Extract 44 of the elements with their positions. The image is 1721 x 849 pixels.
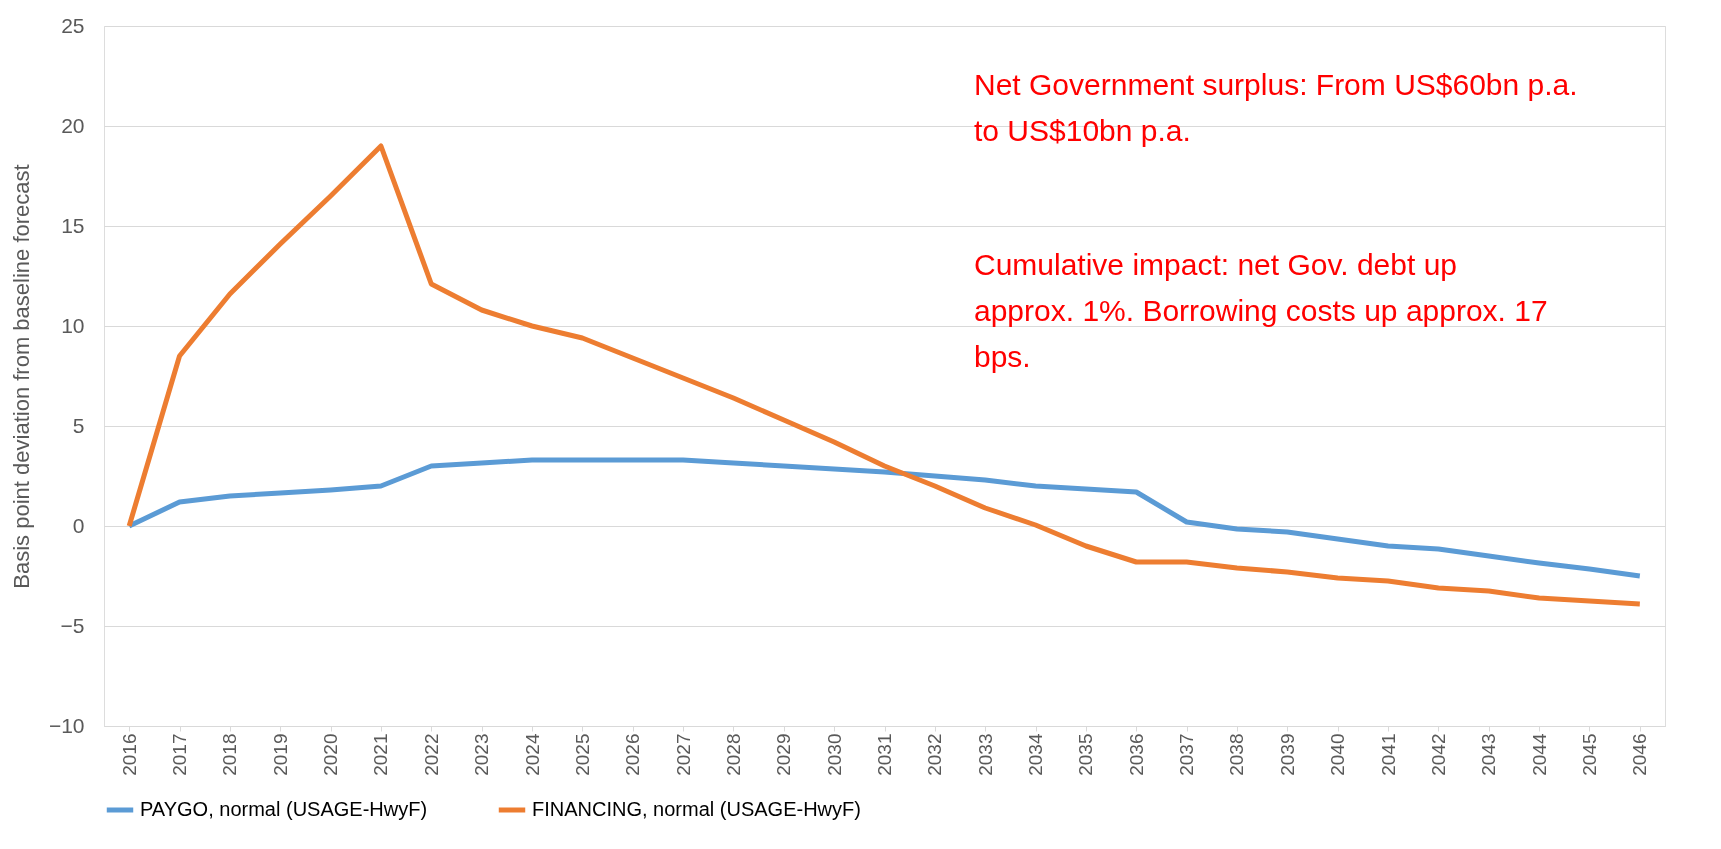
x-tick-label: 2040: [1327, 733, 1349, 776]
x-tick-label: 2019: [269, 733, 291, 776]
x-tick-label: 2023: [471, 733, 493, 776]
x-tick-label: 2017: [169, 733, 191, 776]
x-tick-label: 2020: [320, 733, 342, 776]
x-tick-label: 2046: [1629, 733, 1651, 776]
y-tick-label: −10: [48, 713, 85, 737]
x-tick-label: 2024: [521, 733, 543, 776]
x-tick-label: 2028: [722, 733, 744, 776]
x-tick-label: 2033: [974, 733, 996, 776]
y-axis-title: Basis point deviation from baseline forecast: [8, 164, 34, 589]
x-tick-label: 2044: [1528, 733, 1550, 776]
x-tick-label: 2042: [1427, 733, 1449, 776]
y-tick-label: 15: [61, 213, 85, 237]
x-tick-label: 2027: [672, 733, 694, 776]
x-tick-label: 2021: [370, 733, 392, 776]
x-tick-label: 2018: [219, 733, 241, 776]
x-tick-label: 2016: [118, 733, 140, 776]
x-tick-label: 2031: [874, 733, 895, 776]
x-tick-label: 2038: [1226, 733, 1248, 776]
x-tick-label: 2034: [1025, 733, 1047, 776]
x-tick-label: 2043: [1478, 733, 1500, 776]
x-tick-label: 2045: [1578, 733, 1600, 776]
x-tick-label: 2029: [773, 733, 795, 776]
x-tick-label: 2025: [571, 733, 593, 776]
annotation: Cumulative impact: net Gov. debt up approx. 1%. Borrowing costs up approx. 17 bps.: [974, 248, 1548, 373]
x-tick-label: 2036: [1125, 733, 1147, 776]
legend-label: FINANCING, normal (USAGE-HwyF): [532, 798, 861, 820]
x-tick-label: 2022: [420, 733, 442, 776]
legend-label: PAYGO, normal (USAGE-HwyF): [140, 798, 428, 820]
x-tick-label: 2039: [1276, 733, 1298, 776]
y-tick-label: 20: [61, 113, 85, 137]
x-tick-label: 2030: [823, 733, 845, 776]
x-tick-label: 2032: [924, 733, 946, 776]
x-tick-label: 2041: [1377, 733, 1399, 776]
y-tick-label: 25: [61, 13, 85, 37]
y-tick-label: 5: [72, 413, 85, 437]
y-tick-label: 10: [61, 313, 85, 337]
y-tick-label: −5: [60, 613, 85, 637]
x-tick-label: 2037: [1176, 733, 1198, 776]
x-tick-label: 2026: [622, 733, 644, 776]
annotation: Net Government surplus: From US$60bn p.a. to US$10bn p.a.: [974, 68, 1578, 147]
x-tick-label: 2035: [1075, 733, 1097, 776]
y-tick-label: 0: [72, 513, 85, 537]
